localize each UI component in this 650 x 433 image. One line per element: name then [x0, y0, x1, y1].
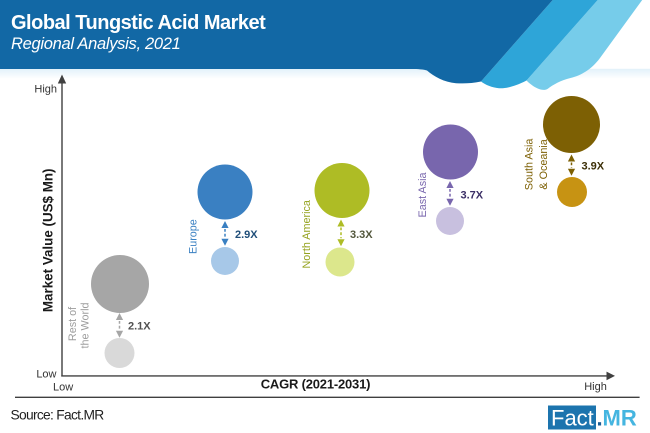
- svg-text:MR: MR: [603, 406, 637, 431]
- svg-text:Europe: Europe: [188, 219, 200, 254]
- svg-text:Source: Fact.MR: Source: Fact.MR: [11, 408, 105, 423]
- svg-text:3.3X: 3.3X: [350, 229, 373, 241]
- svg-text:2.9X: 2.9X: [235, 229, 258, 241]
- svg-text:.: .: [597, 406, 603, 431]
- svg-text:Rest of: Rest of: [67, 306, 79, 341]
- svg-text:& Oceania: & Oceania: [538, 139, 550, 189]
- svg-text:Low: Low: [36, 369, 56, 381]
- svg-text:South Asia: South Asia: [524, 139, 536, 191]
- svg-text:Market Value (US$ Mn): Market Value (US$ Mn): [41, 168, 56, 312]
- svg-text:Low: Low: [53, 382, 73, 394]
- svg-text:High: High: [34, 84, 57, 96]
- svg-text:Regional Analysis, 2021: Regional Analysis, 2021: [11, 35, 181, 53]
- svg-text:North America: North America: [301, 200, 313, 268]
- svg-text:2.1X: 2.1X: [128, 320, 151, 332]
- svg-text:High: High: [584, 381, 607, 393]
- svg-text:East Asia: East Asia: [417, 172, 429, 217]
- svg-text:3.9X: 3.9X: [582, 160, 605, 172]
- svg-text:Global Tungstic Acid Market: Global Tungstic Acid Market: [11, 12, 266, 34]
- svg-text:the World: the World: [80, 302, 92, 348]
- svg-text:CAGR (2021-2031): CAGR (2021-2031): [261, 376, 371, 391]
- svg-text:3.7X: 3.7X: [461, 190, 484, 202]
- svg-text:Fact: Fact: [551, 406, 594, 431]
